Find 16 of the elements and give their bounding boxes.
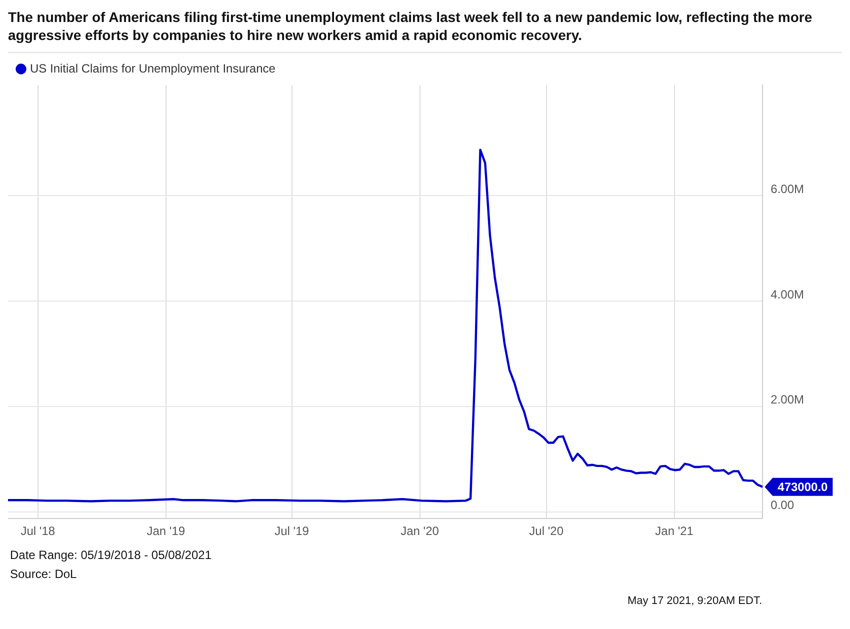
x-tick-label: Jul '19 [274, 524, 310, 538]
x-tick-label: Jul '18 [20, 524, 56, 538]
legend-label: US Initial Claims for Unemployment Insurance [30, 61, 276, 76]
x-tick-label: Jul '20 [529, 524, 564, 538]
text: May 17 2021, 9:20AM EDT. [627, 595, 762, 607]
source-note: Source: DoL [10, 567, 78, 581]
text: Date Range: 05/19/2018 - 05/08/2021 [10, 548, 212, 562]
y-tick-label: 6.00M [770, 182, 804, 196]
x-tick-label: Jan '20 [400, 524, 440, 538]
y-tick-label: 0.00 [770, 498, 794, 512]
y-tick-label: 4.00M [770, 287, 804, 302]
y-tick-label: 2.00M [770, 392, 804, 407]
x-tick-label: Jan '21 [655, 524, 694, 538]
chart-title: The number of Americans filing first-time unemployment claims last week fell to a new pandemic low, reflecting the more aggressive efforts by companies to hire new workers amid a rapid economic recovery. [8, 8, 842, 53]
x-tick-label: Jan '19 [146, 524, 186, 538]
data-label: 473000.0 [778, 480, 828, 494]
